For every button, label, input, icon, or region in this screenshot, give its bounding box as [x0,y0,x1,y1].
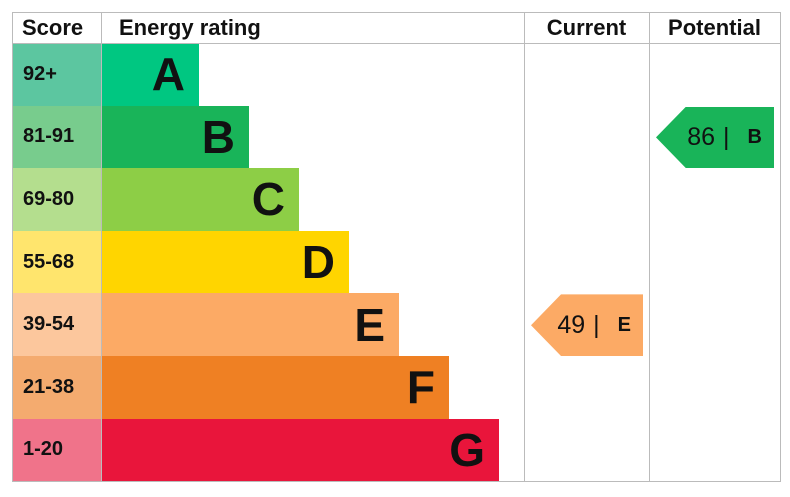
score-cell-e: 39-54 [12,293,101,356]
potential-separator: | [723,122,730,151]
rating-bar-c: C [101,168,299,231]
header-current: Current [546,15,627,40]
rating-bar-f: F [101,356,449,419]
rating-bar-a: A [101,43,199,106]
grid-vline [12,12,13,482]
header-score: Score [22,15,84,40]
potential-score-value: 86 [687,122,716,151]
rating-bar-d: D [101,230,349,294]
grid-hline [12,481,781,483]
grid-vline [101,12,102,482]
grid-vline [649,12,650,482]
header-energy-rating: Energy rating [119,15,261,40]
score-cell-c: 69-80 [12,168,101,231]
current-rating-arrow: 49 | E [531,294,643,356]
rating-bar-e: E [101,293,399,356]
header-potential: Potential [668,15,761,40]
current-score-value: 49 [557,310,586,339]
score-cell-b: 81-91 [12,105,101,169]
grid-hline [12,12,781,13]
score-cell-f: 21-38 [12,356,101,419]
score-cell-a: 92+ [12,43,101,106]
current-separator: | [593,310,600,339]
grid-vline [780,12,781,482]
rating-bar-b: B [101,105,249,169]
score-cell-g: 1-20 [12,418,101,482]
current-letter: E [617,313,631,336]
rating-bar-g: G [101,418,499,482]
potential-rating-arrow: 86 | B [656,106,774,169]
score-cell-d: 55-68 [12,230,101,294]
potential-letter: B [747,125,762,148]
grid-vline [524,12,525,482]
grid-hline [12,43,781,44]
